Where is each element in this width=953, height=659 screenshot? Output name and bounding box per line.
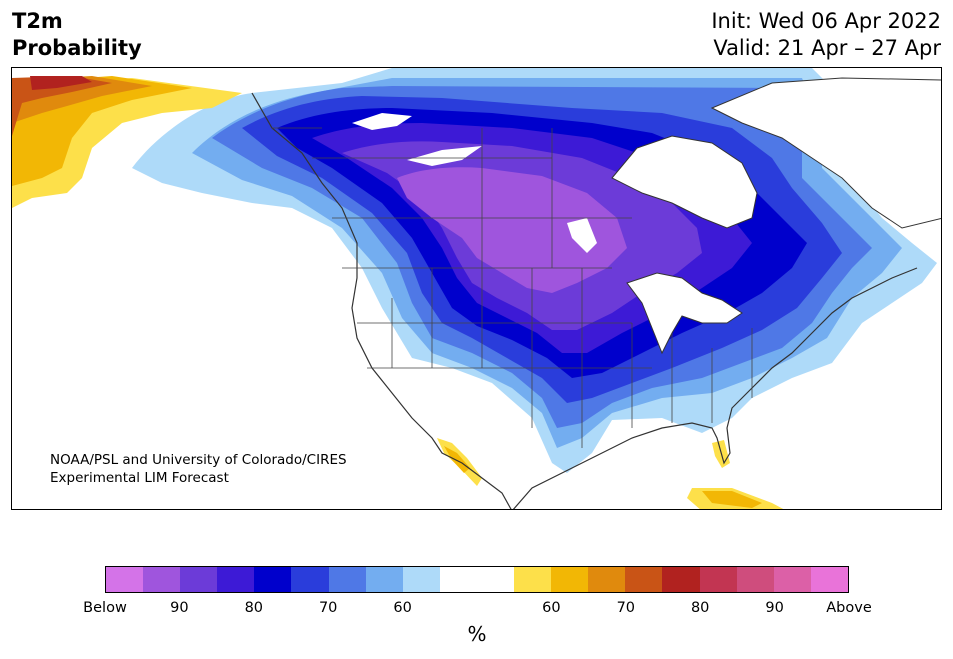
colorbar-swatch xyxy=(328,567,366,592)
map-title: T2m Probability xyxy=(12,8,142,62)
credit-line-1: NOAA/PSL and University of Colorado/CIRE… xyxy=(50,452,347,468)
colorbar-swatch xyxy=(217,567,255,592)
colorbar-unit: % xyxy=(467,622,487,646)
data-credit: NOAA/PSL and University of Colorado/CIRE… xyxy=(50,451,347,487)
forecast-dates: Init: Wed 06 Apr 2022 Valid: 21 Apr – 27… xyxy=(711,8,941,62)
contour-orange-cuba xyxy=(702,491,762,508)
colorbar-swatch xyxy=(588,567,626,592)
title-line-2: Probability xyxy=(12,36,142,60)
colorbar-tick-label: 90 xyxy=(765,600,784,616)
colorbar-tick-label: 90 xyxy=(170,600,189,616)
lake-patch-1 xyxy=(352,113,412,130)
state-borders xyxy=(272,127,753,448)
title-line-1: T2m xyxy=(12,9,63,33)
colorbar-swatch xyxy=(143,567,181,592)
colorbar-swatch xyxy=(365,567,403,592)
colorbar-swatch xyxy=(662,567,700,592)
colorbar-swatch xyxy=(699,567,737,592)
colorbar-tick-label: 70 xyxy=(318,600,338,616)
coastline-west xyxy=(251,92,512,509)
colorbar-tick-label: 60 xyxy=(542,600,561,616)
colorbar-tick-label: 80 xyxy=(690,600,710,616)
lake-patch-2 xyxy=(407,146,482,166)
colorbar-swatch xyxy=(291,567,329,592)
lake-patch-3 xyxy=(567,218,597,253)
colorbar-tick-label: 70 xyxy=(616,600,636,616)
probability-map xyxy=(12,68,941,509)
colorbar-swatch xyxy=(254,567,292,592)
colorbar-swatch xyxy=(106,567,144,592)
colorbar-swatch xyxy=(180,567,218,592)
valid-date: Valid: 21 Apr – 27 Apr xyxy=(713,36,941,60)
colorbar xyxy=(105,566,849,593)
colorbar-swatch xyxy=(439,567,477,592)
credit-line-2: Experimental LIM Forecast xyxy=(50,470,229,486)
contour-purple-95 xyxy=(397,167,627,293)
hudson-bay xyxy=(611,135,758,229)
colorbar-swatch xyxy=(810,567,848,592)
contour-red-80-alaska xyxy=(30,76,92,90)
greenland-land xyxy=(710,77,941,229)
colorbar-tick-label: 80 xyxy=(244,600,264,616)
coastline-gulf xyxy=(512,267,918,509)
contour-orange-baja xyxy=(444,446,470,473)
great-lakes xyxy=(626,272,743,355)
colorbar-swatch xyxy=(551,567,589,592)
contour-red-75-alaska xyxy=(12,76,112,136)
colorbar-swatch xyxy=(514,567,552,592)
colorbar-swatch xyxy=(402,567,440,592)
colorbar-tick-label: Below xyxy=(83,600,127,616)
colorbar-swatch xyxy=(476,567,515,592)
colorbar-swatch xyxy=(736,567,774,592)
colorbar-swatch xyxy=(625,567,663,592)
init-date: Init: Wed 06 Apr 2022 xyxy=(711,9,941,33)
colorbar-tick-label: 60 xyxy=(393,600,412,616)
colorbar-swatch xyxy=(773,567,811,592)
map-panel: NOAA/PSL and University of Colorado/CIRE… xyxy=(11,67,942,510)
colorbar-tick-label: Above xyxy=(826,600,872,616)
